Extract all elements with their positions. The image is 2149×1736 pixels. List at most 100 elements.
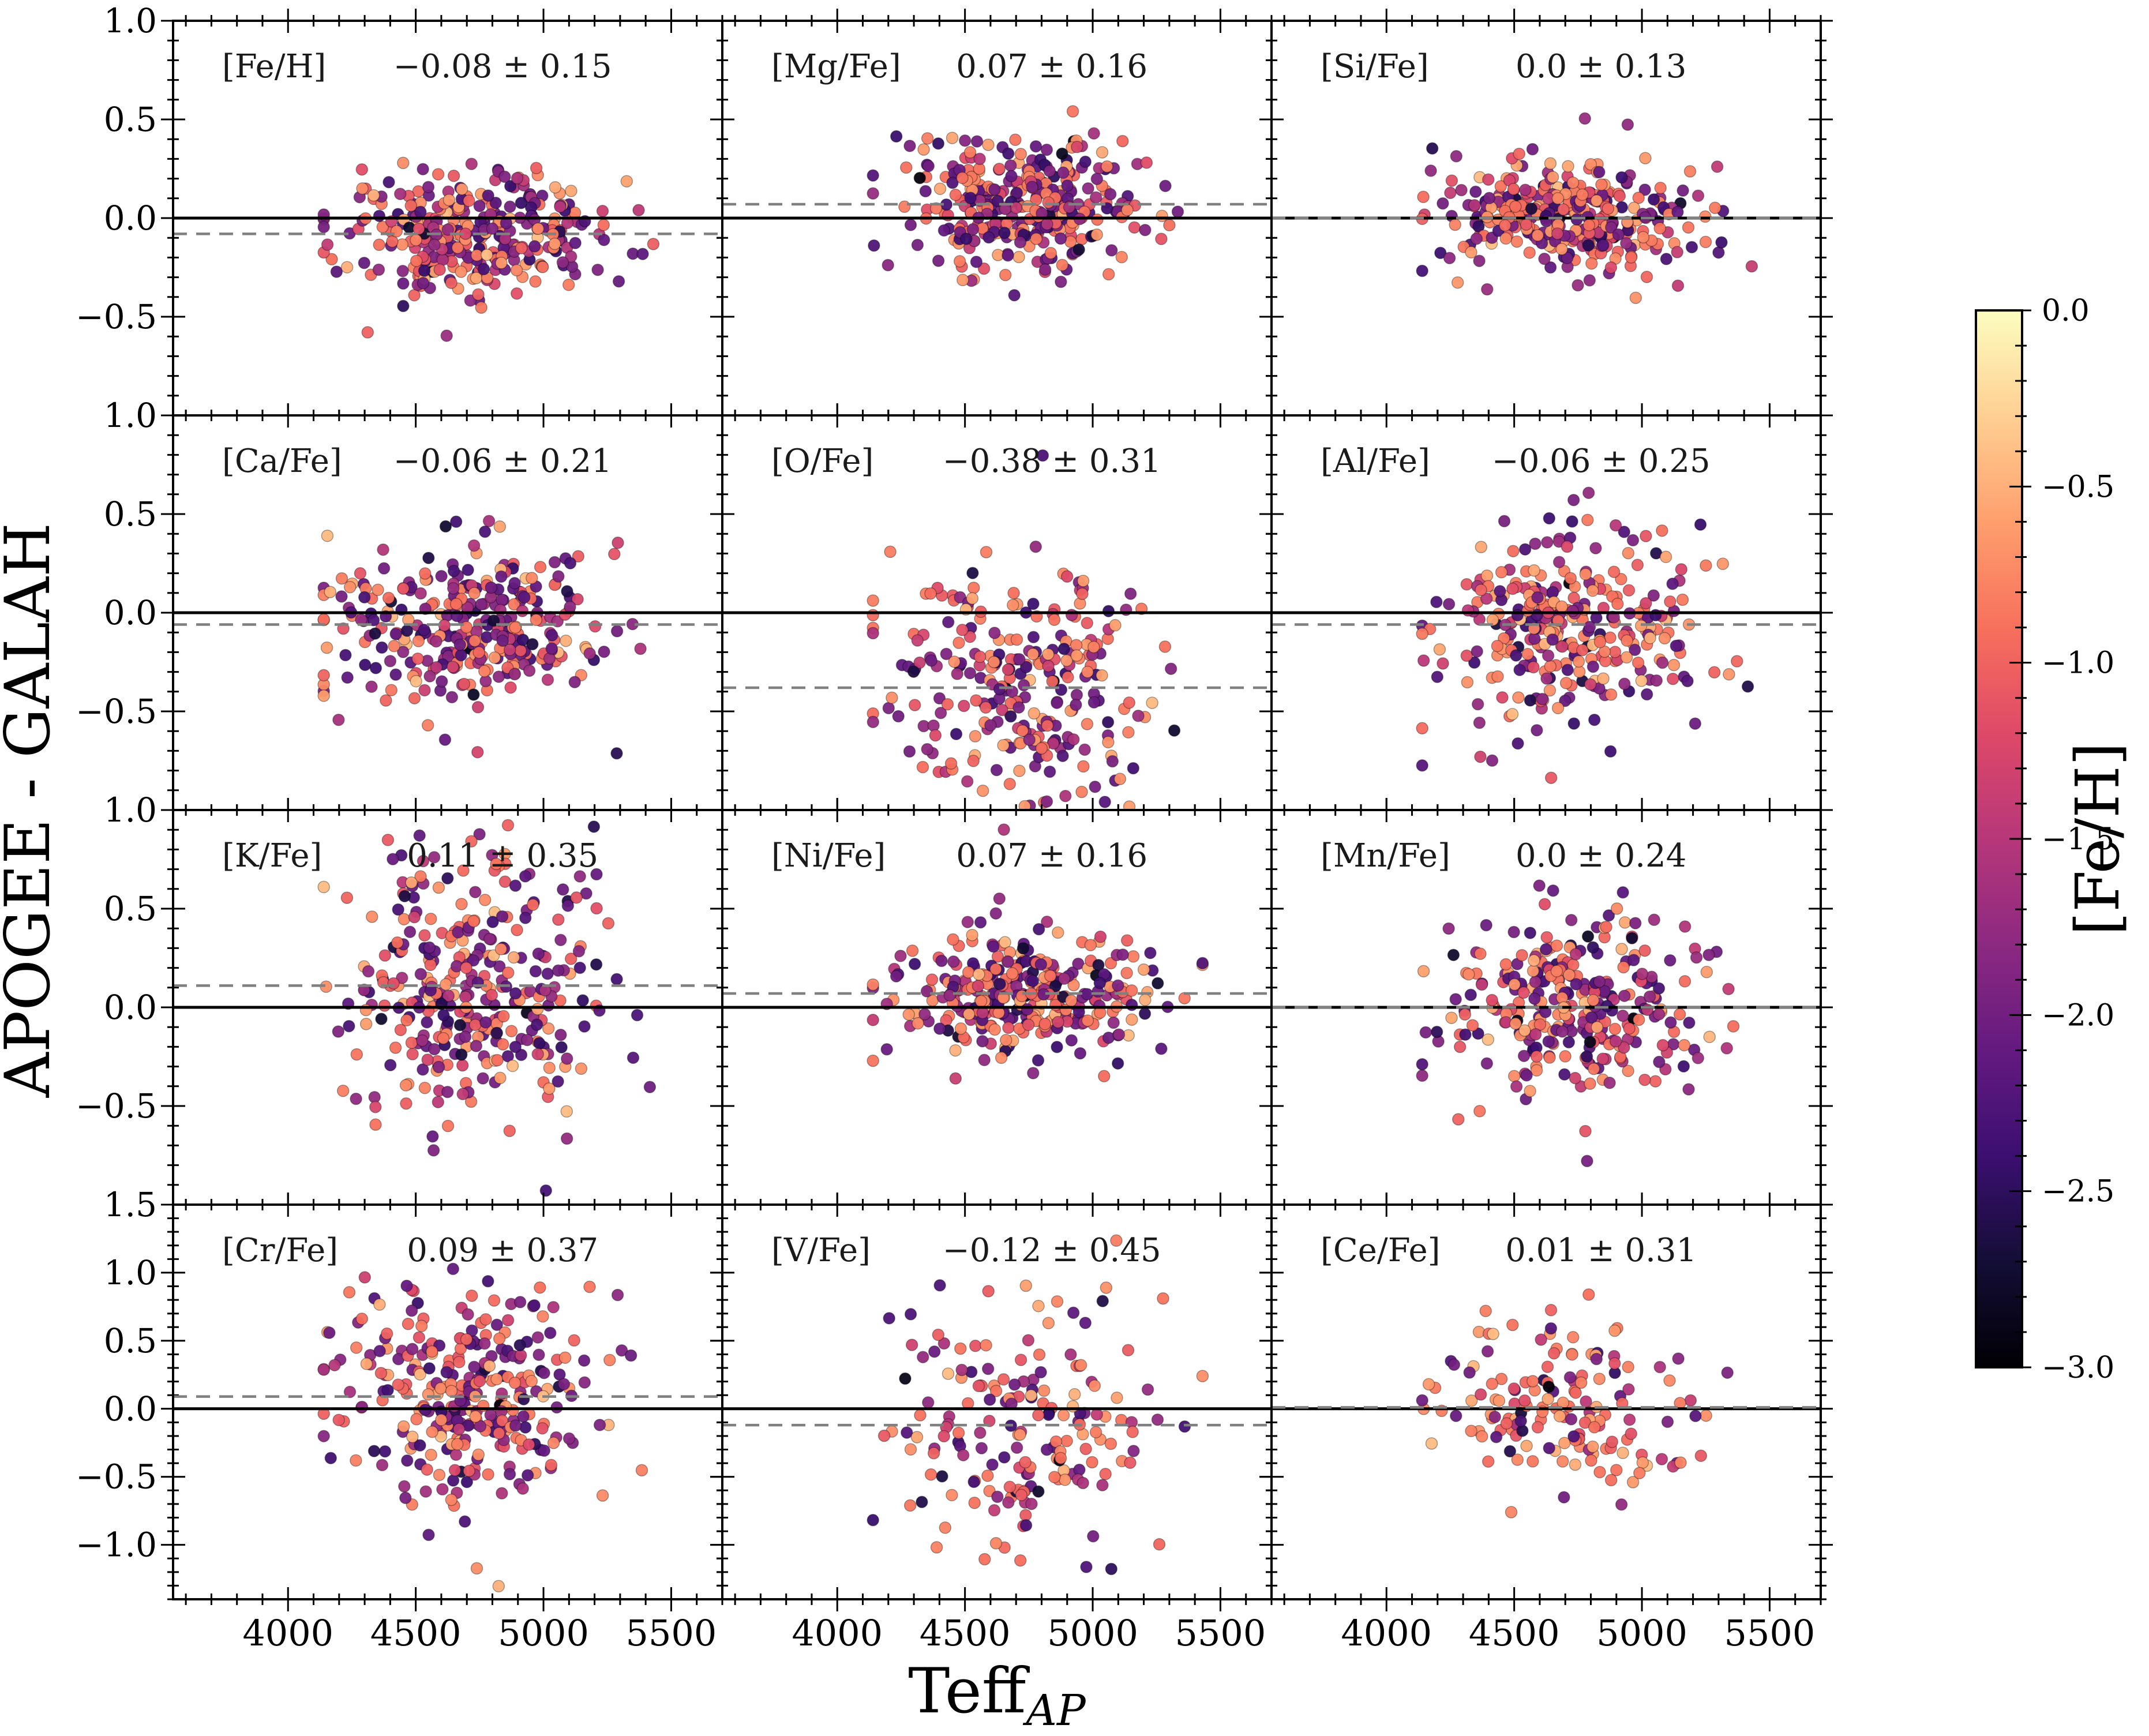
data-point — [557, 1378, 571, 1390]
data-point — [1030, 233, 1042, 245]
data-point — [1433, 643, 1446, 656]
panel-annotation: 0.0 ± 0.24 — [1516, 837, 1686, 875]
data-point — [552, 1075, 564, 1088]
data-point — [456, 1059, 469, 1072]
data-point — [340, 261, 354, 273]
data-point — [455, 648, 467, 662]
data-point — [453, 1019, 467, 1032]
data-point — [1609, 519, 1622, 532]
data-point — [529, 275, 542, 288]
data-point — [1649, 609, 1662, 622]
data-point — [1656, 1038, 1670, 1052]
data-point — [433, 1468, 446, 1482]
data-point — [981, 1469, 994, 1482]
data-point — [473, 1374, 486, 1388]
data-point — [602, 917, 615, 930]
data-point — [1442, 922, 1455, 935]
data-point — [1584, 158, 1597, 171]
data-point — [1113, 773, 1127, 785]
data-point — [486, 222, 499, 235]
data-point — [1416, 1058, 1428, 1071]
data-point — [1640, 530, 1652, 542]
data-point — [1104, 1437, 1117, 1450]
data-point — [1152, 977, 1164, 990]
data-point — [510, 264, 523, 277]
data-point — [1437, 197, 1449, 210]
data-point — [453, 1356, 466, 1368]
data-point — [425, 912, 437, 925]
data-point — [1561, 540, 1574, 553]
data-point — [1111, 1392, 1123, 1404]
data-point — [1044, 969, 1057, 983]
data-point — [509, 1040, 522, 1053]
data-point — [539, 1184, 553, 1197]
data-point — [899, 1372, 912, 1385]
data-point — [1609, 1035, 1622, 1048]
data-point — [408, 692, 421, 704]
data-point — [1110, 1234, 1123, 1247]
data-point — [867, 1014, 879, 1026]
data-point — [1064, 1348, 1077, 1361]
data-point — [1452, 1113, 1465, 1126]
data-point — [423, 670, 436, 683]
x-tick-label: 4500 — [1469, 1612, 1560, 1654]
data-point — [382, 591, 395, 605]
data-point — [912, 1017, 924, 1030]
data-point — [385, 684, 398, 696]
data-point — [610, 973, 623, 985]
panel-ce-fe: [Ce/Fe] 0.01 ± 0.31 4000 4500 5000 5500 — [1259, 1193, 1833, 1654]
panel-annotation: 0.0 ± 0.13 — [1516, 48, 1686, 85]
data-point — [1572, 279, 1584, 292]
data-point — [1018, 800, 1032, 810]
data-point — [545, 1458, 558, 1472]
data-point — [1607, 565, 1621, 578]
data-point — [1529, 537, 1542, 550]
data-point — [355, 1313, 369, 1325]
data-point — [1416, 1394, 1428, 1407]
data-point — [355, 163, 369, 176]
data-point — [426, 1130, 439, 1143]
data-point — [1496, 691, 1509, 704]
data-point — [1640, 688, 1653, 701]
data-point — [591, 263, 604, 276]
data-point — [1587, 993, 1600, 1007]
data-point — [1582, 239, 1595, 252]
data-point — [1123, 696, 1136, 709]
data-point — [1042, 659, 1055, 673]
data-point — [1124, 587, 1137, 600]
data-point — [1082, 182, 1094, 195]
data-point — [440, 329, 453, 342]
data-point — [495, 257, 508, 269]
data-point — [1512, 691, 1525, 704]
data-point — [1004, 710, 1017, 723]
data-point — [356, 182, 369, 195]
data-point — [427, 1144, 440, 1157]
data-point — [1673, 1008, 1686, 1021]
data-point — [1538, 252, 1551, 265]
data-point — [993, 892, 1006, 905]
data-point — [494, 943, 508, 955]
data-point — [1533, 1018, 1547, 1031]
data-point — [1671, 279, 1685, 292]
data-point — [1098, 1070, 1111, 1083]
data-point — [1553, 1409, 1566, 1423]
data-point — [1473, 254, 1486, 267]
data-point — [1664, 954, 1677, 967]
data-point — [469, 1018, 482, 1032]
data-point — [1610, 1464, 1623, 1476]
data-point — [1621, 634, 1633, 647]
data-point — [1146, 696, 1158, 709]
data-point — [1654, 182, 1667, 194]
data-point — [1116, 948, 1129, 961]
data-point — [904, 1308, 917, 1321]
data-point — [373, 1345, 386, 1358]
data-point — [400, 624, 414, 637]
data-point — [336, 1084, 350, 1097]
data-point — [1540, 943, 1552, 956]
data-point — [635, 1464, 648, 1477]
data-point — [1617, 1009, 1629, 1022]
data-point — [1040, 1443, 1053, 1456]
data-point — [469, 886, 482, 898]
data-point — [1196, 957, 1209, 970]
data-point — [1638, 1073, 1651, 1086]
